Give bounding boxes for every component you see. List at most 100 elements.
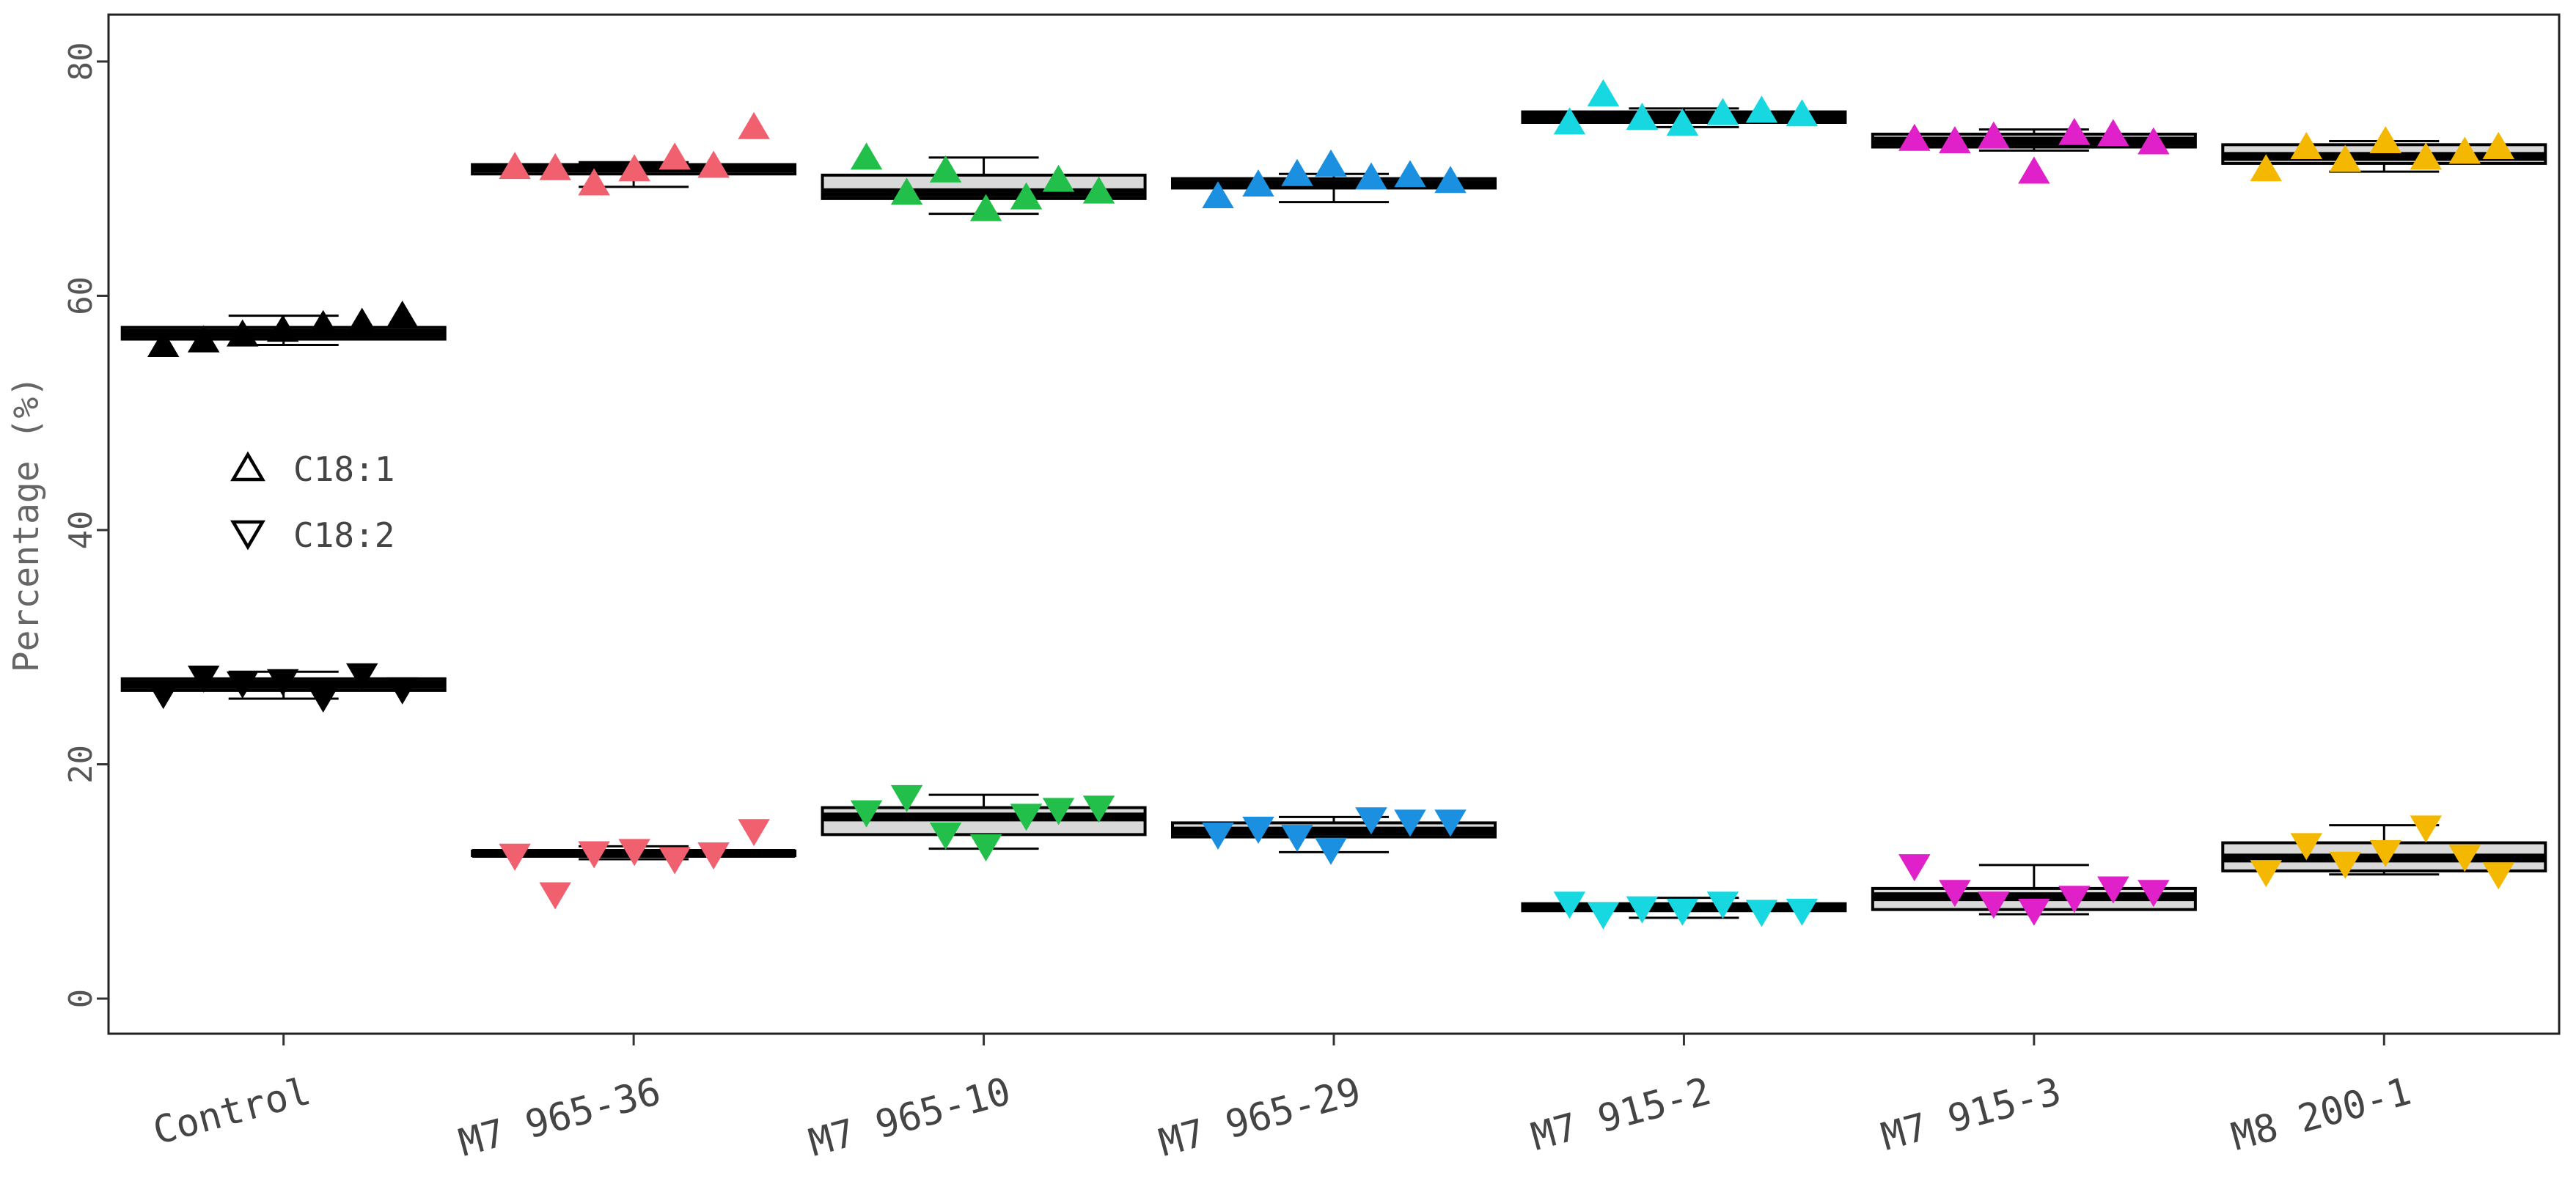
point-c18-1-m7-965-29 xyxy=(1394,160,1426,188)
point-c18-1-m7-965-36 xyxy=(578,168,610,196)
point-c18-1-m7-915-2 xyxy=(1666,109,1699,136)
y-axis: 0 20 40 60 80 xyxy=(62,42,109,1008)
x-tick-label-m7-915-2: M7 915-2 xyxy=(1527,1070,1715,1160)
point-c18-2-m7-965-36 xyxy=(697,842,730,870)
point-c18-2-m7-915-3 xyxy=(2018,898,2050,926)
point-c18-1-m7-915-2 xyxy=(1786,99,1819,127)
y-tick-label: 0 xyxy=(62,989,100,1009)
point-c18-1-m8-200-1 xyxy=(2369,125,2402,153)
point-c18-2-m7-915-2 xyxy=(1666,898,1699,926)
legend-label-c18-1: C18:1 xyxy=(293,449,395,489)
point-c18-2-control xyxy=(147,682,180,710)
point-c18-2-m7-965-36 xyxy=(578,841,610,869)
point-c18-1-m7-965-36 xyxy=(539,152,571,180)
point-c18-1-m7-915-3 xyxy=(1898,123,1931,151)
point-c18-1-m7-965-36 xyxy=(738,111,770,139)
box-c18-2-m7-965-10 xyxy=(821,793,1147,850)
point-c18-1-control xyxy=(226,319,259,347)
point-c18-2-control xyxy=(307,685,340,713)
point-c18-1-m7-965-29 xyxy=(1202,181,1234,209)
points-layer xyxy=(147,79,2515,930)
point-c18-2-control xyxy=(386,677,419,705)
x-tick-label-m7-965-36: M7 965-36 xyxy=(455,1070,666,1166)
point-c18-2-m7-915-3 xyxy=(1939,880,1971,908)
x-tick-label-m7-915-3: M7 915-3 xyxy=(1877,1070,2066,1160)
point-c18-2-m8-200-1 xyxy=(2448,845,2481,872)
point-c18-1-m7-965-10 xyxy=(969,194,1002,221)
point-c18-1-m7-915-3 xyxy=(2138,127,2170,155)
point-c18-2-m8-200-1 xyxy=(2482,862,2515,890)
point-c18-1-m7-915-2 xyxy=(1553,107,1586,135)
x-axis: Control M7 965-36 M7 965-10 M7 965-29 M7 915… xyxy=(149,1034,2415,1166)
triangle-down-open-icon xyxy=(230,520,265,551)
point-c18-1-m8-200-1 xyxy=(2250,154,2283,182)
point-c18-2-m7-915-3 xyxy=(2138,880,2170,908)
legend-item-c18-2: C18:2 xyxy=(230,515,395,555)
point-c18-2-m7-965-10 xyxy=(1010,804,1043,831)
x-tick-label-m7-965-10: M7 965-10 xyxy=(804,1070,1016,1166)
point-c18-2-m8-200-1 xyxy=(2250,860,2283,888)
point-c18-1-m7-915-3 xyxy=(2018,156,2050,184)
legend-label-c18-2: C18:2 xyxy=(293,515,395,555)
point-c18-2-m7-915-3 xyxy=(2058,886,2091,913)
point-c18-2-m7-915-2 xyxy=(1587,902,1620,930)
point-c18-1-control xyxy=(147,329,180,357)
point-c18-2-m7-965-29 xyxy=(1281,825,1313,853)
point-c18-2-m7-965-36 xyxy=(658,847,691,875)
point-c18-2-m7-965-29 xyxy=(1202,822,1234,850)
point-c18-2-m7-915-3 xyxy=(2097,876,2129,904)
point-c18-1-m8-200-1 xyxy=(2329,144,2362,172)
point-c18-1-m7-965-10 xyxy=(1042,164,1075,192)
point-c18-1-control xyxy=(386,301,419,328)
point-c18-2-m7-965-29 xyxy=(1315,837,1347,865)
point-c18-1-m7-965-29 xyxy=(1355,162,1387,190)
point-c18-2-m7-965-36 xyxy=(738,819,770,847)
point-c18-2-m7-965-36 xyxy=(539,882,571,910)
point-c18-1-m7-915-2 xyxy=(1745,95,1778,123)
point-c18-1-m7-915-3 xyxy=(2058,117,2091,145)
point-c18-1-m7-965-10 xyxy=(890,177,923,205)
point-c18-1-m7-915-2 xyxy=(1706,98,1739,125)
point-c18-1-m8-200-1 xyxy=(2290,131,2323,159)
point-c18-1-control xyxy=(266,315,299,342)
point-c18-2-m8-200-1 xyxy=(2290,833,2323,861)
point-c18-1-m7-965-10 xyxy=(1010,182,1043,210)
point-c18-2-control xyxy=(266,669,299,696)
point-c18-1-m8-200-1 xyxy=(2482,131,2515,159)
point-c18-2-m7-965-36 xyxy=(618,839,650,867)
y-tick-label: 40 xyxy=(62,510,100,549)
point-c18-1-m7-965-10 xyxy=(1082,176,1115,204)
point-c18-2-m7-965-10 xyxy=(1042,798,1075,826)
point-c18-1-m7-965-29 xyxy=(1242,169,1274,197)
point-c18-2-m8-200-1 xyxy=(2369,839,2402,867)
point-c18-1-m7-965-36 xyxy=(618,154,650,182)
legend-item-c18-1: C18:1 xyxy=(230,449,395,489)
point-c18-1-m7-915-3 xyxy=(2097,119,2129,147)
point-c18-2-m7-965-10 xyxy=(929,822,962,850)
point-c18-1-control xyxy=(187,325,220,353)
point-c18-2-m7-915-2 xyxy=(1786,898,1819,926)
point-c18-2-m7-915-2 xyxy=(1553,891,1586,919)
point-c18-2-m7-965-29 xyxy=(1394,809,1426,837)
point-c18-2-control xyxy=(345,663,378,691)
point-c18-1-control xyxy=(345,307,378,335)
point-c18-2-m7-965-10 xyxy=(1082,795,1115,823)
point-c18-2-m7-965-29 xyxy=(1434,809,1467,837)
point-c18-1-m7-965-10 xyxy=(929,155,962,183)
y-axis-label: Percentage (%) xyxy=(6,376,47,673)
point-c18-1-m7-915-2 xyxy=(1626,103,1659,130)
point-c18-1-m7-965-10 xyxy=(850,142,883,170)
point-c18-2-control xyxy=(187,665,220,693)
point-c18-2-m7-915-3 xyxy=(1898,854,1931,882)
y-tick-label: 60 xyxy=(62,276,100,315)
point-c18-1-m7-965-36 xyxy=(499,152,531,180)
point-c18-2-m8-200-1 xyxy=(2410,815,2443,843)
point-c18-1-control xyxy=(307,309,340,337)
point-c18-1-m8-200-1 xyxy=(2410,142,2443,170)
point-c18-1-m7-965-36 xyxy=(697,150,730,178)
point-c18-1-m7-915-3 xyxy=(1978,121,2010,149)
point-c18-2-m7-965-29 xyxy=(1242,817,1274,844)
point-c18-1-m8-200-1 xyxy=(2448,136,2481,164)
point-c18-2-m7-915-2 xyxy=(1626,896,1659,924)
